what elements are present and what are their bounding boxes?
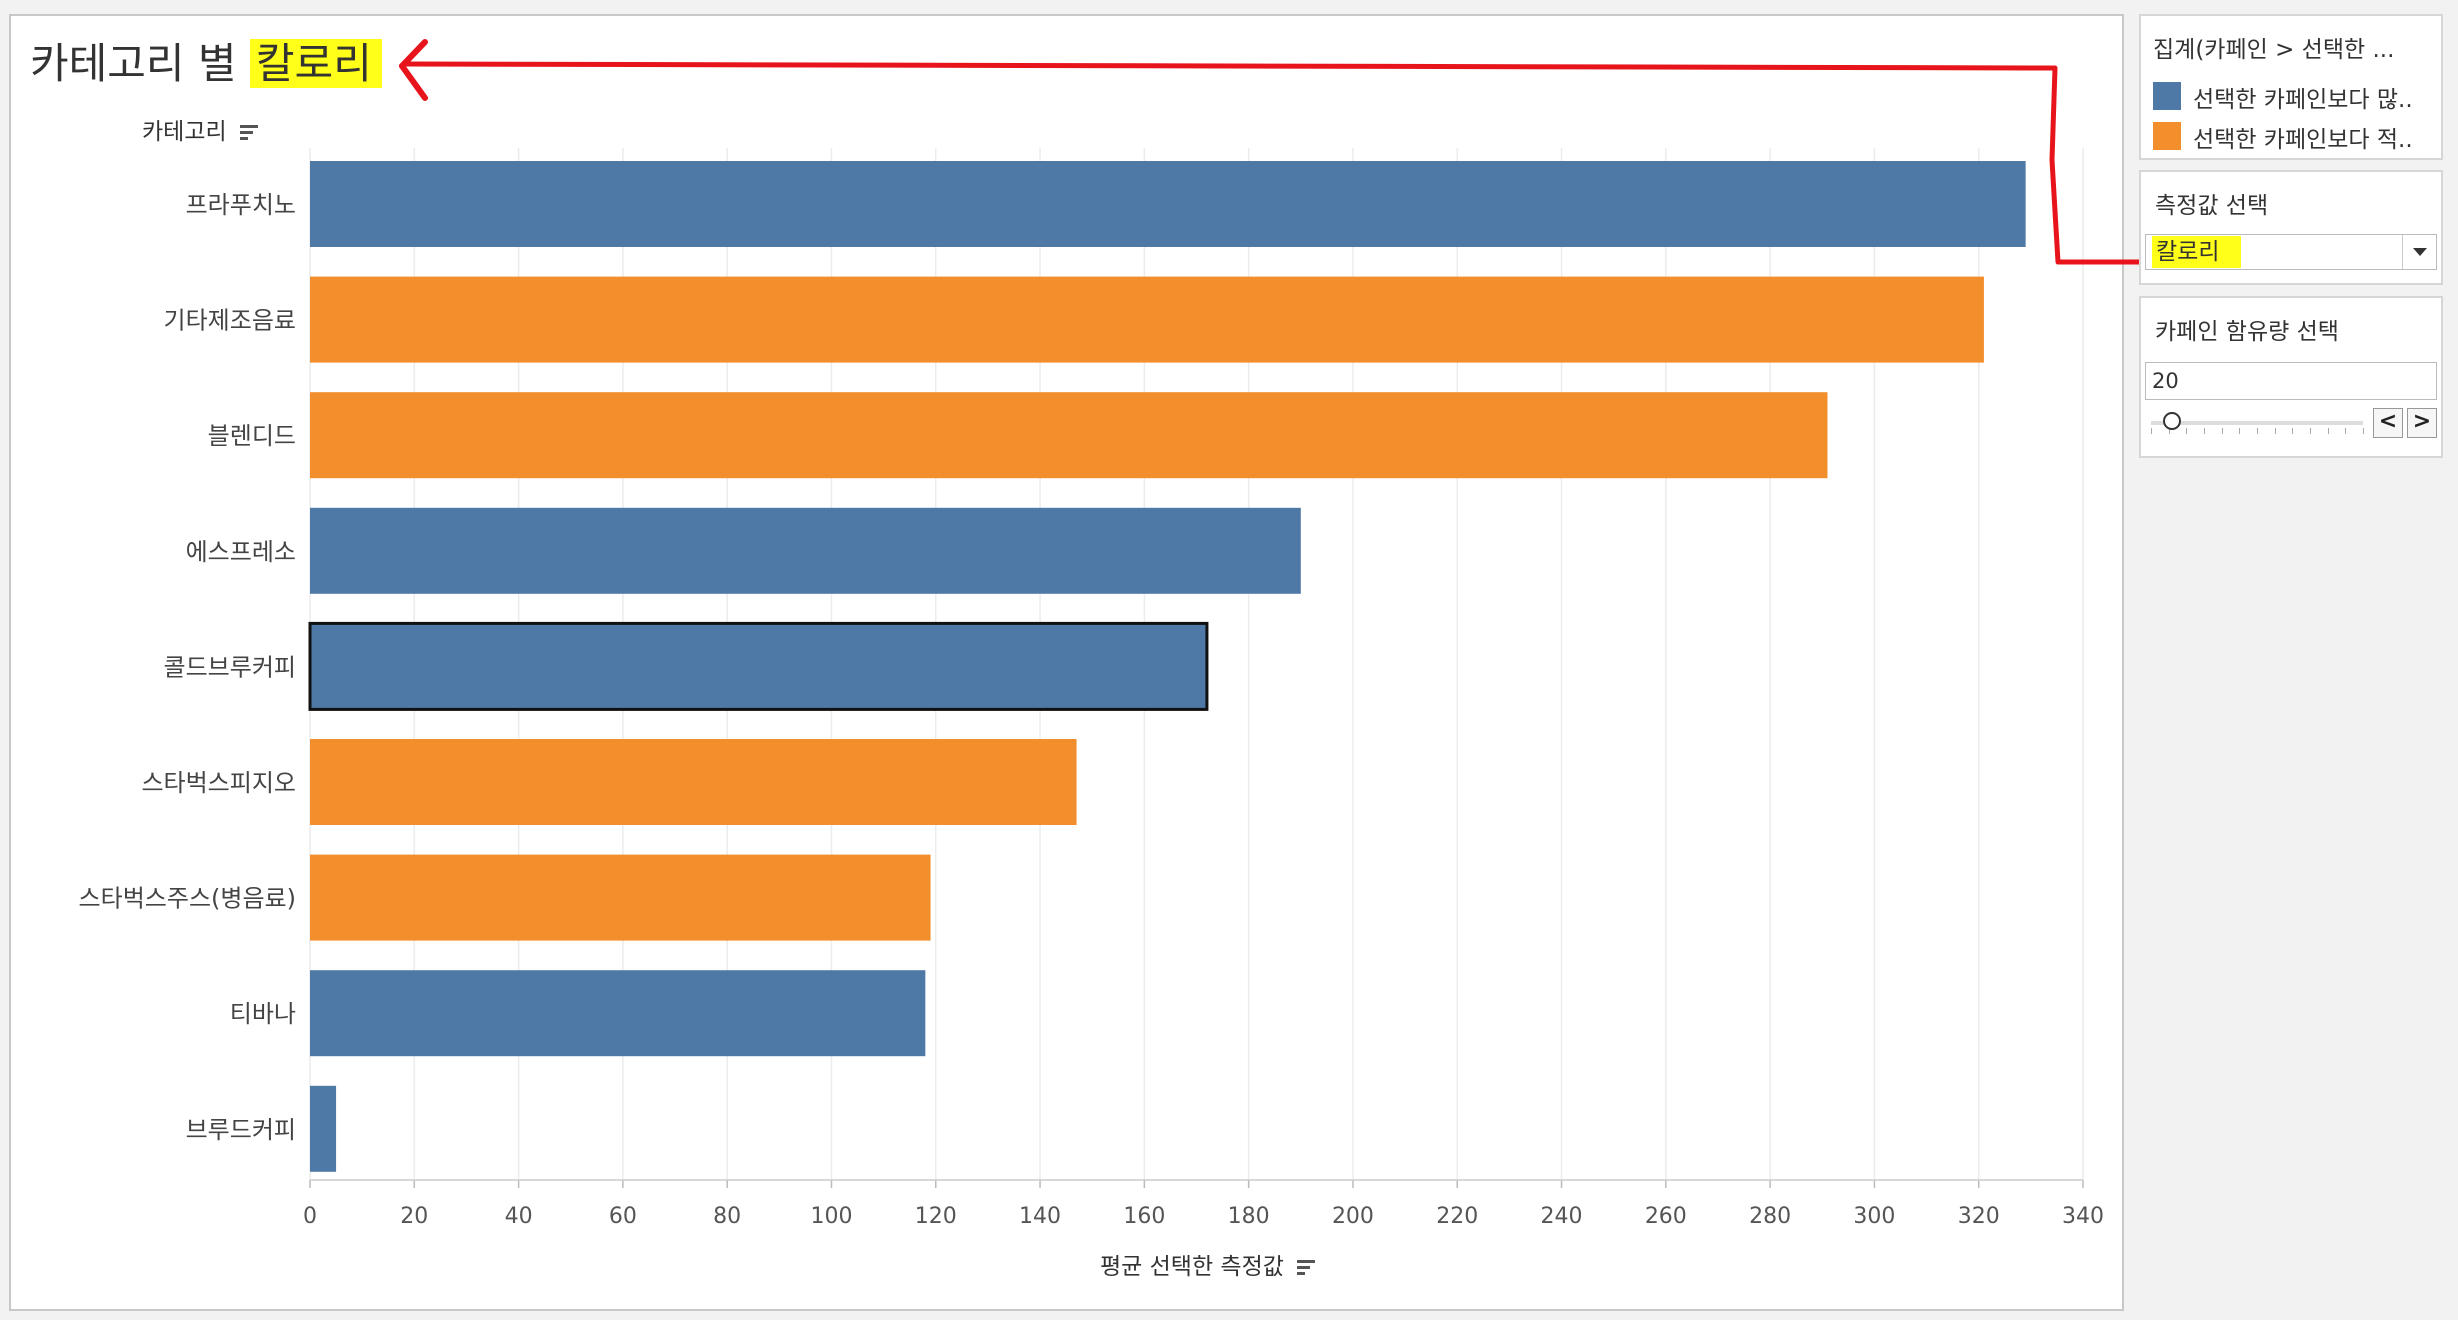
bar-블렌디드[interactable]	[310, 392, 1828, 479]
row-header[interactable]: 카테고리	[142, 112, 258, 146]
legend-item-label: 선택한 카페인보다 적..	[2193, 127, 2413, 153]
slider-prev-button[interactable]: <	[2373, 408, 2403, 438]
bar-스타벅스피지오[interactable]	[310, 739, 1077, 825]
measure-select-value: 칼로리	[2152, 236, 2242, 268]
caffeine-param-title: 카페인 함유량 선택	[2155, 319, 2339, 345]
caffeine-slider-handle[interactable]	[2163, 412, 2181, 430]
x-axis-title[interactable]: 평균 선택한 측정값	[1100, 1247, 1316, 1281]
measure-select-title: 측정값 선택	[2155, 193, 2269, 219]
slider-tick	[2151, 428, 2152, 434]
chart-title-highlight: 칼로리	[249, 39, 382, 88]
sort-icon[interactable]	[1297, 1257, 1316, 1278]
slider-tick	[2292, 428, 2294, 434]
x-axis-title-label: 평균 선택한 측정값	[1100, 1254, 1284, 1280]
slider-next-button[interactable]: >	[2407, 408, 2437, 438]
chart-title: 카테고리 별 칼로리	[30, 34, 382, 94]
measure-select-panel: 측정값 선택 칼로리	[2139, 170, 2443, 285]
dropdown-arrow-icon[interactable]	[2402, 235, 2436, 269]
legend-swatch	[2153, 122, 2181, 150]
bar-티바나[interactable]	[310, 970, 926, 1057]
bar-프라푸치노[interactable]	[310, 161, 2026, 247]
slider-tick	[2168, 428, 2170, 434]
legend-item-label: 선택한 카페인보다 많..	[2193, 87, 2413, 113]
sort-icon[interactable]	[239, 122, 258, 143]
row-header-label: 카테고리	[142, 119, 227, 145]
slider-tick	[2257, 428, 2258, 434]
bar-기타제조음료[interactable]	[310, 276, 1984, 363]
slider-tick	[2327, 428, 2329, 434]
slider-tick	[2239, 428, 2241, 434]
slider-ticks	[2151, 428, 2364, 436]
legend-swatch	[2153, 82, 2181, 110]
caffeine-value-input[interactable]: 20	[2145, 362, 2437, 400]
caffeine-slider-track[interactable]	[2151, 421, 2363, 425]
legend-title: 집계(카페인 > 선택한 ...	[2153, 37, 2395, 63]
slider-tick	[2363, 428, 2364, 434]
caffeine-param-panel: 카페인 함유량 선택 20 < >	[2139, 296, 2443, 458]
slider-tick	[2186, 428, 2188, 434]
color-legend: 집계(카페인 > 선택한 ... 선택한 카페인보다 많.. 선택한 카페인보다…	[2139, 14, 2443, 160]
slider-tick	[2274, 428, 2276, 434]
bar-브루드커피[interactable]	[310, 1085, 337, 1172]
bar-콜드브루커피[interactable]	[308, 621, 1209, 711]
bar-에스프레소[interactable]	[310, 507, 1301, 594]
slider-tick	[2221, 428, 2223, 434]
slider-tick	[2345, 428, 2347, 434]
bar-스타벅스주스(병음료)[interactable]	[310, 854, 931, 941]
chart-title-prefix: 카테고리 별	[30, 39, 237, 88]
measure-select-dropdown[interactable]: 칼로리	[2145, 234, 2437, 270]
slider-tick	[2310, 428, 2311, 434]
slider-tick	[2204, 428, 2205, 434]
